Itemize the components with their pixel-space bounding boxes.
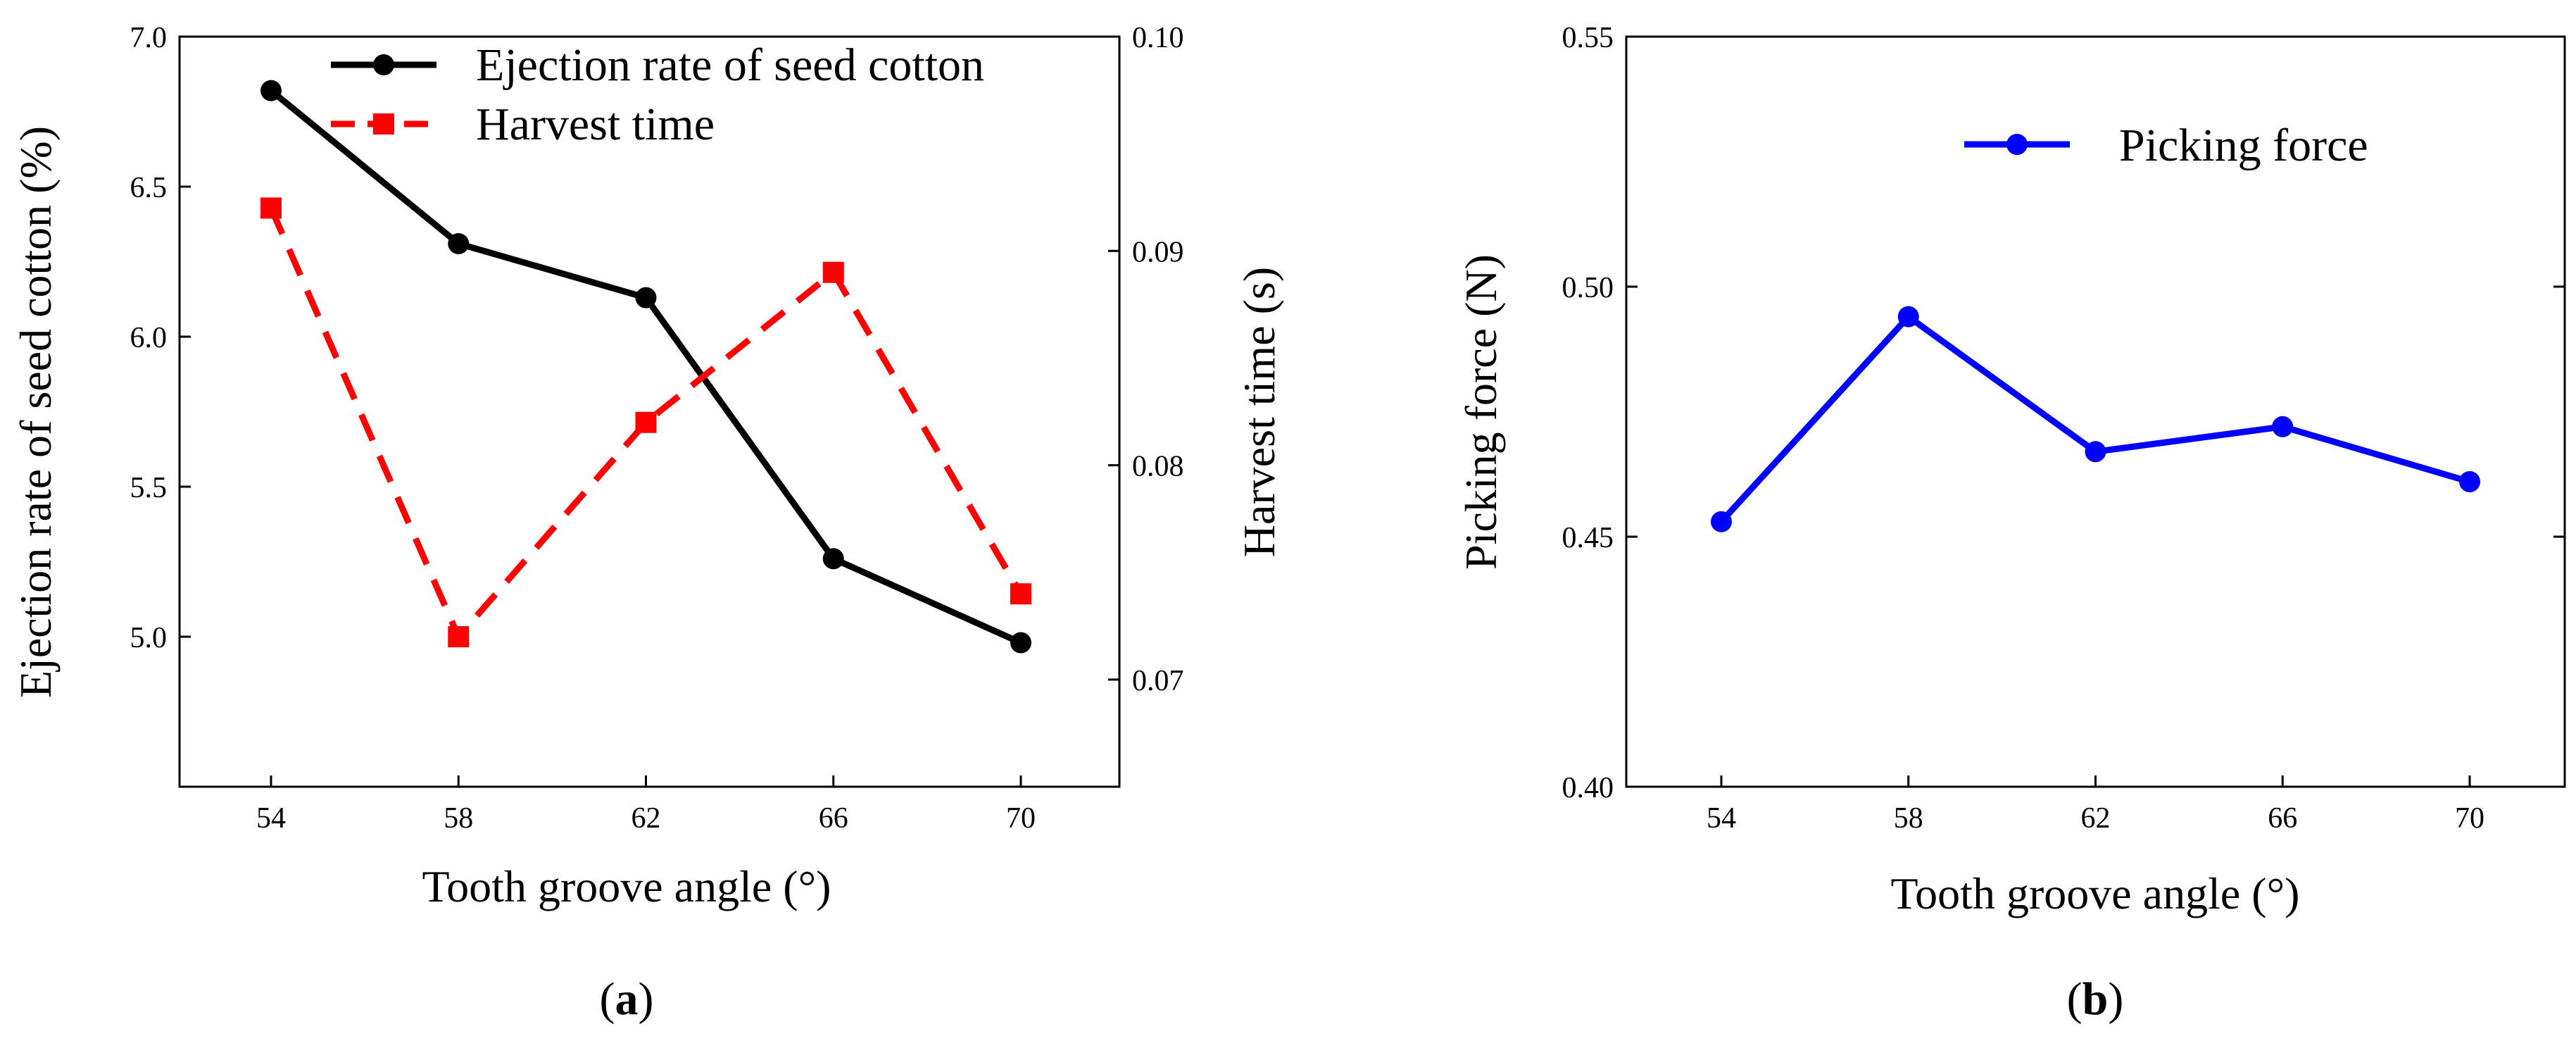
legend-label-harvest: Harvest time [476,99,715,150]
data-point-harvest-time [260,197,282,219]
data-point-picking-force [2272,416,2294,437]
y-ticks-a: 5.0 5.5 6.0 6.5 7.0 [130,22,191,654]
x-tick-label: 58 [444,802,473,835]
y2-tick-label: 0.07 [1132,665,1184,697]
x-tick-label: 66 [2268,802,2297,835]
y-tick-label: 7.0 [130,22,168,54]
panel-b: 54 58 62 66 70 0.40 0.45 0.50 0.55 Picking forc… [1456,22,2566,1025]
x-tick-label: 66 [819,802,848,835]
data-point-picking-force [1711,511,1732,532]
data-point-ejection-rate-of-seed-cotton [822,548,844,570]
legend-marker-picking [2006,134,2028,155]
y-axis-title-a: Ejection rate of seed cotton (%) [11,126,61,698]
x-tick-label: 54 [1707,802,1736,835]
data-point-harvest-time [635,411,657,433]
y2-ticks-a: 0.07 0.08 0.09 0.10 [1108,22,1184,697]
y-tick-label: 0.45 [1562,522,1614,554]
data-point-picking-force [2459,470,2480,492]
x-axis-title-b: Tooth groove angle (°) [1891,868,2300,918]
data-point-harvest-time [448,626,470,647]
data-point-harvest-time [1010,583,1031,605]
series-line-picking-force [1719,313,2471,524]
data-point-ejection-rate-of-seed-cotton [635,287,657,308]
x-tick-label: 62 [632,802,661,835]
series-a [260,80,1031,654]
legend-label-picking: Picking force [2119,120,2368,171]
x-tick-label: 70 [2455,802,2484,835]
x-tick-label: 70 [1006,802,1036,835]
y-tick-label: 0.40 [1562,772,1614,804]
data-point-harvest-time [822,261,844,283]
y-ticks-b: 0.40 0.45 0.50 0.55 [1562,22,2565,804]
x-tick-label: 58 [1894,802,1923,835]
x-tick-label: 54 [256,802,286,835]
y2-axis-title-a: Harvest time (s) [1234,267,1284,557]
y-tick-label: 6.5 [130,172,168,204]
y-tick-label: 5.0 [130,622,168,654]
y2-tick-label: 0.10 [1132,22,1184,54]
y-axis-title-b: Picking force (N) [1456,254,1506,570]
series-b [1711,306,2480,532]
panel-caption-a: (a) [600,973,654,1025]
legend-b: Picking force [1964,120,2368,171]
x-ticks-a: 54 58 62 66 70 [256,775,1036,835]
x-ticks-b: 54 58 62 66 70 [1707,775,2484,835]
legend-label-ejection: Ejection rate of seed cotton [476,39,984,91]
legend-marker-harvest [373,113,394,135]
data-point-ejection-rate-of-seed-cotton [260,80,282,101]
x-axis-title-a: Tooth groove angle (°) [422,861,831,911]
data-point-ejection-rate-of-seed-cotton [1010,632,1031,654]
data-point-ejection-rate-of-seed-cotton [448,232,470,254]
x-tick-label: 62 [2081,802,2111,835]
legend-a: Ejection rate of seed cotton Harvest tim… [331,39,984,150]
data-point-picking-force [1897,306,1919,328]
series-line-ejection-rate-of-seed-cotton [269,88,1022,646]
panel-a: 54 58 62 66 70 5.05.56.06.57.0 0.070.080.090… [11,22,1284,1025]
plot-frame-a [178,35,1121,788]
y-tick-label: 0.50 [1562,272,1614,304]
panel-caption-b: (b) [2067,973,2124,1025]
y2-tick-label: 0.09 [1132,236,1184,268]
y-tick-label: 0.55 [1562,22,1614,54]
y-tick-label: 5.5 [130,472,168,504]
y2-tick-label: 0.08 [1132,451,1184,483]
data-point-picking-force [2085,441,2106,463]
y-tick-label: 6.0 [130,322,168,354]
legend-marker-ejection [373,54,394,75]
plot-frame-b [1625,35,2566,788]
